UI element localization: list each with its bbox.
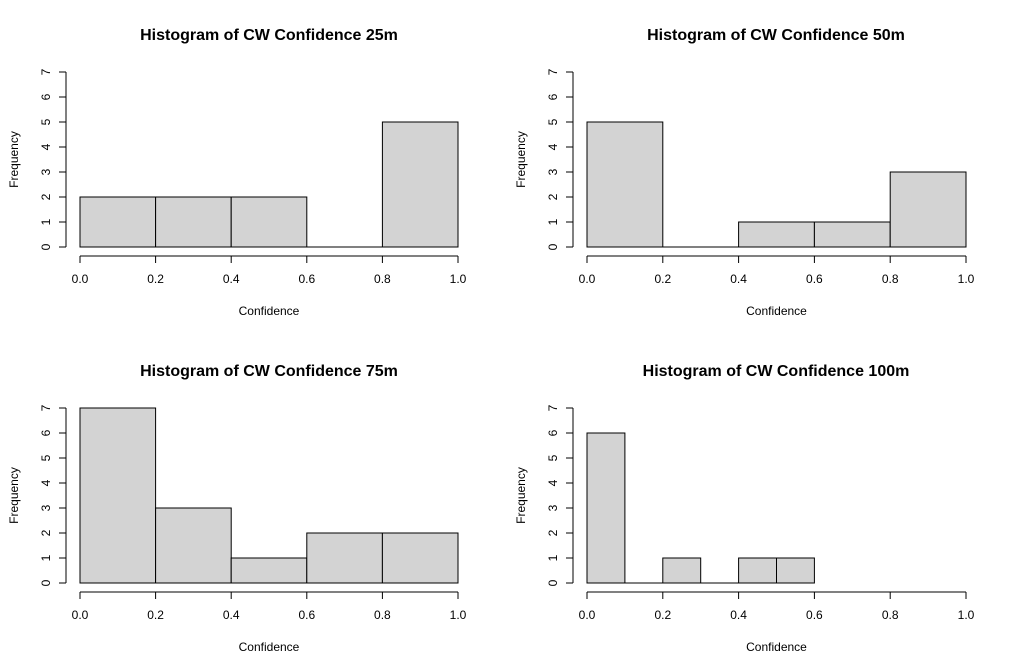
chart-title: Histogram of CW Confidence 75m [140, 363, 398, 380]
histogram-bar [79, 196, 157, 248]
x-tick-label: 0.8 [882, 608, 899, 622]
x-tick-label: 1.0 [450, 272, 467, 286]
y-tick-label: 6 [546, 93, 560, 100]
x-tick-label: 1.0 [958, 608, 975, 622]
histogram-bar [230, 557, 308, 584]
y-tick-label: 6 [39, 93, 53, 100]
histogram-panel-1: Histogram of CW Confidence 25m 0.0 0.2 0.4 0… [7, 27, 467, 318]
x-tick-label: 0.2 [147, 608, 164, 622]
y-axis-label: Frequency [514, 131, 528, 188]
x-tick-label: 0.2 [654, 608, 671, 622]
y-tick-label: 2 [39, 193, 53, 200]
histogram-bar [738, 221, 815, 248]
y-tick-label: 0 [39, 579, 53, 586]
x-tick-label: 0.6 [806, 272, 823, 286]
y-tick-label: 5 [39, 118, 53, 125]
x-tick-label: 0.0 [579, 608, 596, 622]
x-tick-label: 0.6 [298, 608, 315, 622]
chart-title: Histogram of CW Confidence 100m [643, 363, 910, 380]
histogram-bar [381, 121, 459, 248]
y-tick-label: 5 [39, 454, 53, 461]
x-axis-label: Confidence [239, 304, 300, 318]
histogram-bar [586, 432, 626, 584]
y-tick-label: 4 [546, 143, 560, 150]
histogram-panel-4: Histogram of CW Confidence 100m 0.0 0.2 0.4… [514, 363, 975, 654]
y-tick-label: 2 [546, 529, 560, 536]
y-tick-label: 4 [39, 143, 53, 150]
histogram-bar [738, 557, 777, 584]
histogram-bar [155, 507, 232, 584]
y-tick-label: 5 [546, 454, 560, 461]
x-tick-label: 0.0 [72, 272, 89, 286]
x-tick-label: 0.4 [730, 608, 747, 622]
y-tick-label: 7 [39, 68, 53, 75]
histogram-bar [155, 196, 232, 248]
histogram-bar [776, 557, 815, 584]
x-tick-label: 0.4 [730, 272, 747, 286]
histogram-panel-3: Histogram of CW Confidence 75m 0.0 0.2 0.4 0… [7, 363, 467, 654]
y-tick-label: 3 [546, 504, 560, 511]
x-tick-label: 0.6 [806, 608, 823, 622]
histogram-bar [889, 171, 967, 248]
chart-title: Histogram of CW Confidence 50m [647, 27, 905, 44]
histogram-bar [306, 532, 383, 584]
y-tick-label: 1 [39, 218, 53, 225]
histogram-bar [586, 121, 664, 248]
x-tick-label: 0.6 [298, 272, 315, 286]
x-tick-label: 0.0 [72, 608, 89, 622]
y-tick-label: 1 [39, 554, 53, 561]
y-tick-label: 0 [39, 243, 53, 250]
x-tick-label: 0.8 [374, 272, 391, 286]
y-tick-label: 3 [39, 168, 53, 175]
y-tick-label: 6 [546, 429, 560, 436]
y-tick-label: 6 [39, 429, 53, 436]
y-tick-label: 1 [546, 554, 560, 561]
histogram-bar [79, 407, 157, 584]
y-tick-label: 4 [546, 479, 560, 486]
x-tick-label: 0.4 [223, 272, 240, 286]
y-tick-label: 4 [39, 479, 53, 486]
y-tick-label: 2 [39, 529, 53, 536]
x-tick-label: 0.8 [374, 608, 391, 622]
y-tick-label: 1 [546, 218, 560, 225]
y-axis-label: Frequency [7, 467, 21, 524]
y-tick-label: 7 [39, 404, 53, 411]
y-tick-label: 0 [546, 579, 560, 586]
x-tick-label: 0.2 [147, 272, 164, 286]
x-tick-label: 1.0 [450, 608, 467, 622]
x-tick-label: 0.0 [579, 272, 596, 286]
chart-title: Histogram of CW Confidence 25m [140, 27, 398, 44]
x-tick-label: 0.8 [882, 272, 899, 286]
y-tick-label: 3 [546, 168, 560, 175]
x-axis-label: Confidence [239, 640, 300, 654]
x-axis-label: Confidence [746, 304, 807, 318]
histogram-bar [230, 196, 308, 248]
y-tick-label: 3 [39, 504, 53, 511]
histogram-panel-2: Histogram of CW Confidence 50m 0.0 0.2 0.4 0… [514, 27, 975, 318]
y-tick-label: 2 [546, 193, 560, 200]
y-tick-label: 0 [546, 243, 560, 250]
histogram-bar [813, 221, 891, 248]
x-tick-label: 0.4 [223, 608, 240, 622]
y-axis-label: Frequency [514, 467, 528, 524]
x-tick-label: 1.0 [958, 272, 975, 286]
y-tick-label: 7 [546, 404, 560, 411]
histogram-bar [662, 557, 702, 584]
y-axis-label: Frequency [7, 131, 21, 188]
histogram-bar [381, 532, 459, 584]
x-axis-label: Confidence [746, 640, 807, 654]
x-tick-label: 0.2 [654, 272, 671, 286]
y-tick-label: 7 [546, 68, 560, 75]
y-tick-label: 5 [546, 118, 560, 125]
